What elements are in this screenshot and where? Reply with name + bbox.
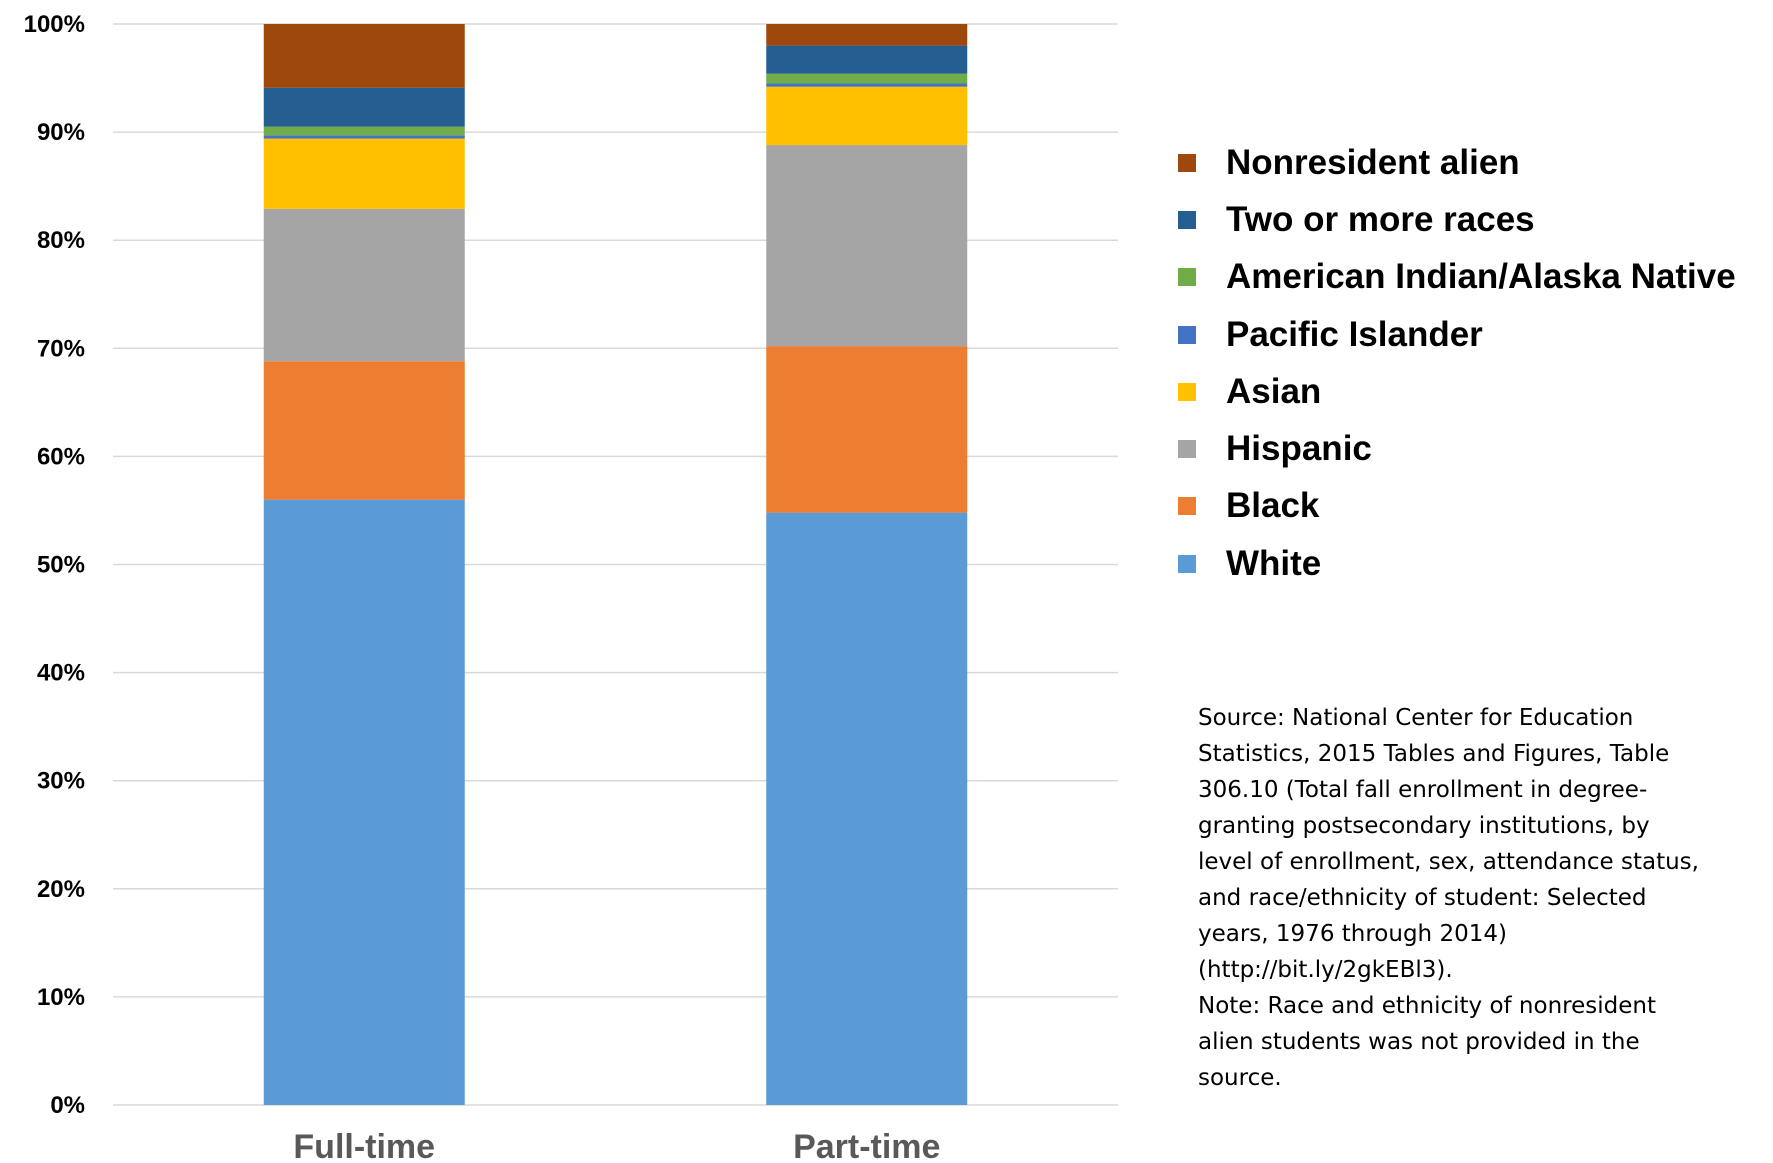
bar-segment-full-time-asian <box>263 138 465 209</box>
bar-segment-full-time-pacific-islander <box>263 135 465 139</box>
bar-segment-part-time-hispanic <box>766 145 968 347</box>
legend-swatch <box>1178 325 1196 344</box>
bar-segment-part-time-black <box>766 346 968 513</box>
y-tick-label: 60% <box>37 443 85 470</box>
source-note-line: source. <box>1198 1065 1282 1091</box>
legend-item: Pacific Islander <box>1178 306 1768 363</box>
bar-segment-full-time-hispanic <box>263 208 465 362</box>
source-note-line: years, 1976 through 2014) <box>1198 921 1507 947</box>
legend-label: Pacific Islander <box>1226 314 1483 354</box>
legend-swatch <box>1178 554 1196 573</box>
y-tick-label: 0% <box>50 1092 85 1119</box>
bar-segment-part-time-pacific-islander <box>766 83 968 87</box>
y-tick-label: 80% <box>37 227 85 254</box>
legend-label: American Indian/Alaska Native <box>1226 257 1736 297</box>
legend-item: Nonresident alien <box>1178 134 1768 191</box>
bar-segment-part-time-asian <box>766 86 968 146</box>
source-note-line: and race/ethnicity of student: Selected <box>1198 885 1647 911</box>
bar-segment-full-time-nonresident-alien <box>263 24 465 88</box>
source-note-line: granting postsecondary institutions, by <box>1198 813 1650 839</box>
y-tick-label: 10% <box>37 984 85 1011</box>
legend-item: Hispanic <box>1178 420 1768 477</box>
source-note-line: Statistics, 2015 Tables and Figures, Tab… <box>1198 741 1670 767</box>
y-tick-label: 100% <box>24 11 85 38</box>
legend-swatch <box>1178 440 1196 459</box>
y-axis-tick-labels: 0% 10% 20% 30% 40% 50% 60% 70% 80% 90% 100% <box>24 11 85 1119</box>
bar-segment-part-time-american-indian-alaska-native <box>766 73 968 84</box>
source-note-line: alien students was not provided in the <box>1198 1029 1640 1055</box>
bar-segment-full-time-two-or-more-races <box>263 87 465 127</box>
x-axis-category-labels: Full-time Part-time <box>293 1128 940 1163</box>
x-category-label: Part-time <box>793 1128 940 1163</box>
bar-segment-full-time-black <box>263 361 465 500</box>
legend-item: American Indian/Alaska Native <box>1178 249 1768 306</box>
source-note-line: 306.10 (Total fall enrollment in degree- <box>1198 777 1648 803</box>
legend-item: Asian <box>1178 363 1768 420</box>
source-note-line: Source: National Center for Education <box>1198 705 1634 731</box>
bar-segment-part-time-white <box>766 512 968 1105</box>
bar-segment-part-time-nonresident-alien <box>766 24 968 46</box>
y-tick-label: 70% <box>37 335 85 362</box>
bar-segment-part-time-two-or-more-races <box>766 45 968 74</box>
legend: Nonresident alien Two or more races Americ… <box>1178 134 1768 592</box>
y-tick-label: 30% <box>37 768 85 795</box>
legend-label: Two or more races <box>1226 199 1535 239</box>
bars <box>263 24 968 1105</box>
y-tick-label: 40% <box>37 660 85 687</box>
legend-swatch <box>1178 497 1196 516</box>
source-note-line: Note: Race and ethnicity of nonresident <box>1198 993 1656 1019</box>
source-note-line: level of enrollment, sex, attendance sta… <box>1198 849 1699 875</box>
y-tick-label: 50% <box>37 552 85 579</box>
legend-label: Black <box>1226 486 1320 526</box>
legend-item: Black <box>1178 478 1768 535</box>
legend-swatch <box>1178 153 1196 172</box>
legend-item: White <box>1178 535 1768 592</box>
legend-label: Nonresident alien <box>1226 142 1520 182</box>
legend-swatch <box>1178 382 1196 401</box>
bar-segment-full-time-white <box>263 499 465 1105</box>
bar-segment-full-time-american-indian-alaska-native <box>263 126 465 136</box>
x-category-label: Full-time <box>293 1128 435 1163</box>
legend-swatch <box>1178 210 1196 229</box>
legend-swatch <box>1178 268 1196 287</box>
legend-label: Asian <box>1226 371 1322 411</box>
legend-label: Hispanic <box>1226 429 1372 469</box>
y-tick-label: 90% <box>37 119 85 146</box>
source-note-line: (http://bit.ly/2gkEBl3). <box>1198 957 1453 983</box>
y-tick-label: 20% <box>37 876 85 903</box>
source-note: Source: National Center for Education Sta… <box>1198 700 1728 1096</box>
legend-label: White <box>1226 543 1322 583</box>
legend-item: Two or more races <box>1178 191 1768 248</box>
